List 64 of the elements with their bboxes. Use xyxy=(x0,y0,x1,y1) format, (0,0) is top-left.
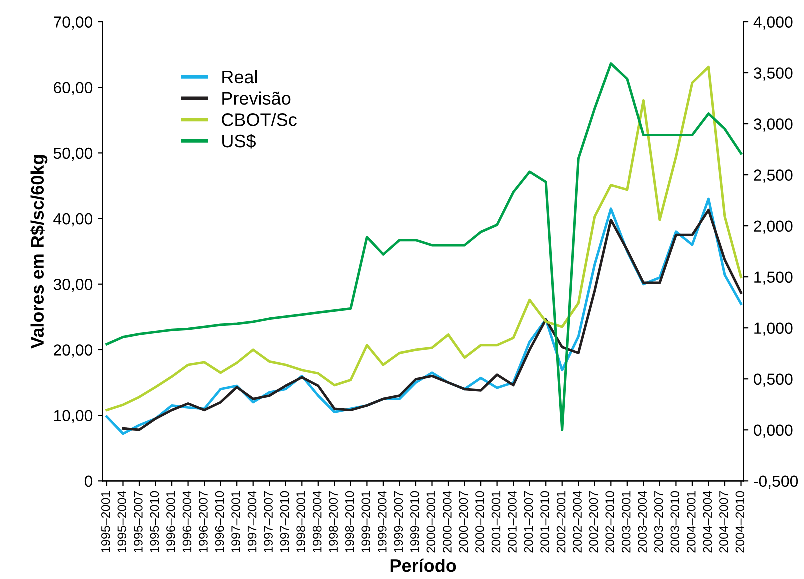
x-tick-label: 2004–2001 xyxy=(686,491,696,553)
y-tick-label: 30,00 xyxy=(54,279,93,292)
x-tick-label: 2003–2010 xyxy=(670,491,680,553)
y2-tick-label: 3,500 xyxy=(754,68,793,81)
x-tick-label: 1998–2001 xyxy=(296,491,306,552)
legend-label: CBOT/Sc xyxy=(222,113,297,126)
x-tick-label: 1995–2001 xyxy=(101,491,110,552)
x-tick-label: 2004–2010 xyxy=(736,491,745,553)
y-tick-label: 0 xyxy=(84,476,93,488)
y-tick-label: 60,00 xyxy=(54,82,93,96)
x-tick-label: 2002–2007 xyxy=(589,491,598,553)
x-tick-label: 1996–2001 xyxy=(166,491,176,552)
x-tick-label: 1999–2010 xyxy=(410,491,420,552)
x-tick-label: 1997–2001 xyxy=(232,491,240,552)
y2-tick-label: 1,500 xyxy=(754,272,793,285)
x-tick-label: 2000–2007 xyxy=(459,491,468,553)
y-axis-title: Valores em R$/sc/60kg xyxy=(30,155,48,349)
x-tick-label: 1996–2007 xyxy=(199,491,208,552)
y2-tick-label: 4,000 xyxy=(754,16,793,30)
x-tick-label: 1998–2010 xyxy=(345,491,354,552)
x-tick-label: 2002–2010 xyxy=(606,491,615,553)
x-tick-label: 1995–2007 xyxy=(134,491,143,552)
y-tick-label: 20,00 xyxy=(54,344,93,358)
x-tick-label: 1999–2001 xyxy=(362,491,371,552)
x-tick-label: 1995–2010 xyxy=(150,491,160,552)
x-tick-label: 1996–2004 xyxy=(182,491,192,552)
x-tick-label: 2001–2004 xyxy=(508,491,517,553)
x-tick-label: 1996–2010 xyxy=(215,491,224,552)
x-tick-label: 2004–2004 xyxy=(703,491,712,553)
y2-tick-label: 0,500 xyxy=(754,374,793,387)
x-tick-label: 2001–2007 xyxy=(524,491,534,553)
legend-label: US$ xyxy=(222,134,256,149)
x-tick-label: 1997–2004 xyxy=(248,491,257,552)
x-tick-label: 2004–2007 xyxy=(720,491,728,553)
x-tick-label: 1997–2010 xyxy=(280,491,290,552)
y2-tick-label: 2,000 xyxy=(754,220,793,234)
y2-tick-label: 3,000 xyxy=(754,118,793,132)
legend-label: Previsão xyxy=(222,92,291,105)
x-tick-label: 2003–2004 xyxy=(638,491,648,553)
x-tick-label: 1997–2007 xyxy=(264,491,273,552)
x-tick-label: 2003–2007 xyxy=(654,491,664,553)
x-tick-label: 1998–2004 xyxy=(312,491,322,552)
x-tick-label: 2000–2004 xyxy=(443,491,452,553)
y-tick-label: 70,00 xyxy=(54,16,93,30)
y-tick-label: 50,00 xyxy=(54,148,93,162)
x-tick-label: 2003–2001 xyxy=(622,491,631,553)
x-tick-label: 2001–2010 xyxy=(540,491,550,553)
y2-tick-label: -0,500 xyxy=(754,476,798,489)
x-tick-label: 2000–2001 xyxy=(426,491,436,553)
x-tick-label: 1998–2007 xyxy=(329,491,338,552)
legend-label: Real xyxy=(222,70,258,84)
y2-tick-label: 0,000 xyxy=(754,424,793,438)
x-tick-label: 1999–2007 xyxy=(394,491,404,552)
x-tick-label: 2001–2001 xyxy=(492,491,501,553)
x-tick-label: 2002–2004 xyxy=(573,491,582,553)
y-tick-label: 10,00 xyxy=(54,410,93,424)
x-tick-label: 2002–2001 xyxy=(556,491,566,553)
x-axis-title: Período xyxy=(390,558,456,572)
x-tick-label: 1995–2004 xyxy=(118,491,127,552)
x-tick-label: 2000–2010 xyxy=(476,491,484,553)
y2-tick-label: 1,000 xyxy=(754,322,793,336)
x-tick-label: 1999–2004 xyxy=(378,491,387,552)
y2-tick-label: 2,500 xyxy=(754,170,793,183)
y-tick-label: 40,00 xyxy=(54,213,93,227)
